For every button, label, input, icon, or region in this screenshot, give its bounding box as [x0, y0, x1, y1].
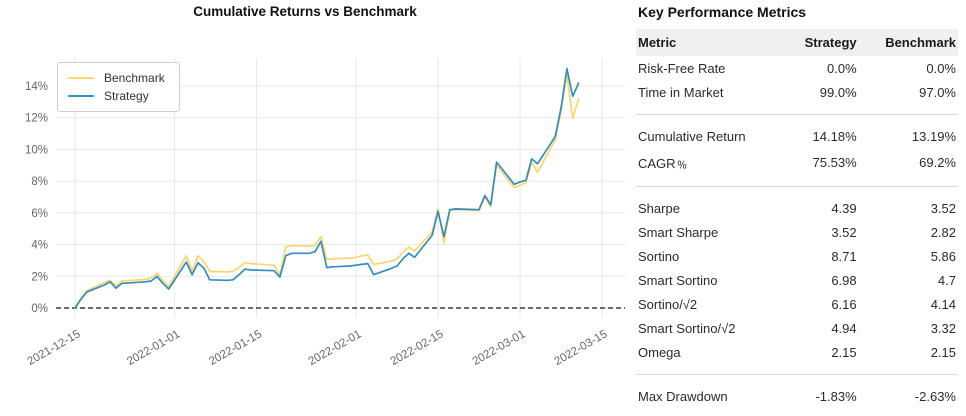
x-tick-label: 2022-02-15	[389, 328, 446, 368]
x-tick-label: 2022-01-01	[125, 328, 182, 368]
benchmark-value-cell: -2.63%	[914, 388, 956, 404]
legend-label-strategy: Strategy	[104, 89, 149, 103]
benchmark-line	[74, 73, 580, 309]
strategy-value-cell: 75.53%	[812, 154, 857, 170]
benchmark-value-cell: 2.82	[930, 224, 956, 240]
strategy-value-cell: -1.83%	[815, 388, 857, 404]
legend-item-benchmark: Benchmark	[68, 69, 165, 87]
key-performance-metrics-panel: Key Performance Metrics Metric Strategy …	[632, 0, 966, 416]
column-header-benchmark: Benchmark	[858, 29, 958, 56]
benchmark-value-cell: 4.7	[937, 272, 956, 288]
legend-label-benchmark: Benchmark	[104, 71, 165, 85]
metric-name-cell: Smart Sortino/√2	[638, 320, 736, 336]
metric-row: Omega 2.15 2.15	[636, 340, 958, 364]
y-tick-label: 14%	[25, 81, 48, 93]
benchmark-value-cell: 4.14	[930, 296, 956, 312]
metric-name-cell: Sortino/√2	[638, 296, 698, 312]
strategy-value-cell: 0.0%	[827, 60, 857, 76]
benchmark-value-cell: 97.0%	[919, 84, 956, 100]
cumulative-returns-chart: 0% 2% 4% 6% 8% 10% 12% 14% 2021-12-15 2022-01-01 2…	[25, 58, 625, 368]
strategy-value-cell: 6.98	[831, 272, 857, 288]
strategy-value-cell: 6.16	[831, 296, 857, 312]
benchmark-value-cell: 3.52	[930, 200, 956, 216]
metric-row: Smart Sharpe 3.52 2.82	[636, 220, 958, 244]
metric-row: Cumulative Return 14.18% 13.19%	[636, 124, 958, 148]
cumulative-returns-chart-panel: Cumulative Returns vs Benchmark 0% 2% 4% 6%…	[25, 4, 625, 368]
x-tick-label: 2022-02-01	[307, 328, 364, 368]
group-gap	[636, 115, 958, 125]
metric-name-cell: Smart Sortino	[638, 272, 718, 288]
metrics-title: Key Performance Metrics	[638, 4, 807, 20]
y-tick-label: 4%	[31, 240, 48, 252]
y-tick-label: 6%	[31, 208, 48, 220]
benchmark-value-cell: 69.2%	[919, 154, 956, 170]
strategy-value-cell: 3.52	[831, 224, 857, 240]
benchmark-value-cell: 3.32	[930, 320, 956, 336]
column-header-metric: Metric	[636, 29, 785, 56]
strategy-value-cell: 99.0%	[819, 84, 857, 100]
metric-name-cell: Smart Sharpe	[638, 224, 719, 240]
benchmark-value-cell: 5.86	[930, 248, 956, 264]
metric-name-cell: Time in Market	[638, 84, 724, 100]
metric-name-cell: Cumulative Return	[638, 128, 746, 144]
group-gap	[636, 187, 958, 197]
x-tick-label: 2022-03-15	[553, 328, 610, 368]
benchmark-value-cell: 0.0%	[926, 60, 956, 76]
y-tick-label: 10%	[25, 144, 48, 156]
benchmark-value-cell: 2.15	[930, 344, 956, 360]
metrics-table: Metric Strategy Benchmark Risk-Free Rate…	[636, 29, 958, 408]
metric-row: Max Drawdown -1.83% -2.63%	[636, 384, 958, 408]
metric-row: CAGR﹪ 75.53% 69.2%	[636, 148, 958, 176]
y-tick-label: 8%	[31, 176, 48, 188]
strategy-line	[74, 67, 580, 309]
metric-name-cell: Omega	[638, 344, 681, 360]
metric-row: Risk-Free Rate 0.0% 0.0%	[636, 56, 958, 80]
group-separator	[636, 104, 958, 115]
metric-name-cell: CAGR﹪	[638, 155, 689, 171]
strategy-value-cell: 2.15	[831, 344, 857, 360]
column-header-strategy: Strategy	[784, 29, 859, 56]
benchmark-line-swatch	[68, 76, 94, 80]
y-tick-label: 0%	[31, 303, 48, 315]
strategy-value-cell: 4.39	[831, 200, 857, 216]
chart-title: Cumulative Returns vs Benchmark	[193, 4, 417, 19]
metric-row: Sortino 8.71 5.86	[636, 244, 958, 268]
metric-name-cell: Sharpe	[638, 200, 680, 216]
strategy-value-cell: 8.71	[831, 248, 857, 264]
metric-row: Smart Sortino/√2 4.94 3.32	[636, 316, 958, 340]
legend-item-strategy: Strategy	[68, 87, 165, 105]
y-tick-label: 2%	[31, 271, 48, 283]
metric-row: Sharpe 4.39 3.52	[636, 196, 958, 220]
strategy-line-swatch	[68, 94, 94, 98]
x-tick-label: 2021-12-15	[26, 328, 83, 368]
metric-name-cell: Risk-Free Rate	[638, 60, 726, 76]
metric-name-cell: Sortino	[638, 248, 680, 264]
strategy-value-cell: 14.18%	[812, 128, 857, 144]
metric-row: Smart Sortino 6.98 4.7	[636, 268, 958, 292]
metrics-header-row: Metric Strategy Benchmark	[636, 29, 958, 56]
benchmark-value-cell: 13.19%	[911, 128, 956, 144]
group-separator	[636, 176, 958, 187]
group-separator	[636, 364, 958, 375]
strategy-value-cell: 4.94	[831, 320, 857, 336]
x-tick-label: 2022-01-15	[207, 328, 264, 368]
metric-row: Time in Market 99.0% 97.0%	[636, 80, 958, 104]
chart-legend: Benchmark Strategy	[57, 62, 180, 112]
group-gap	[636, 375, 958, 385]
metric-name-cell: Max Drawdown	[638, 388, 728, 404]
x-tick-label: 2022-03-01	[471, 328, 528, 368]
y-tick-label: 12%	[25, 113, 48, 125]
metric-row: Sortino/√2 6.16 4.14	[636, 292, 958, 316]
